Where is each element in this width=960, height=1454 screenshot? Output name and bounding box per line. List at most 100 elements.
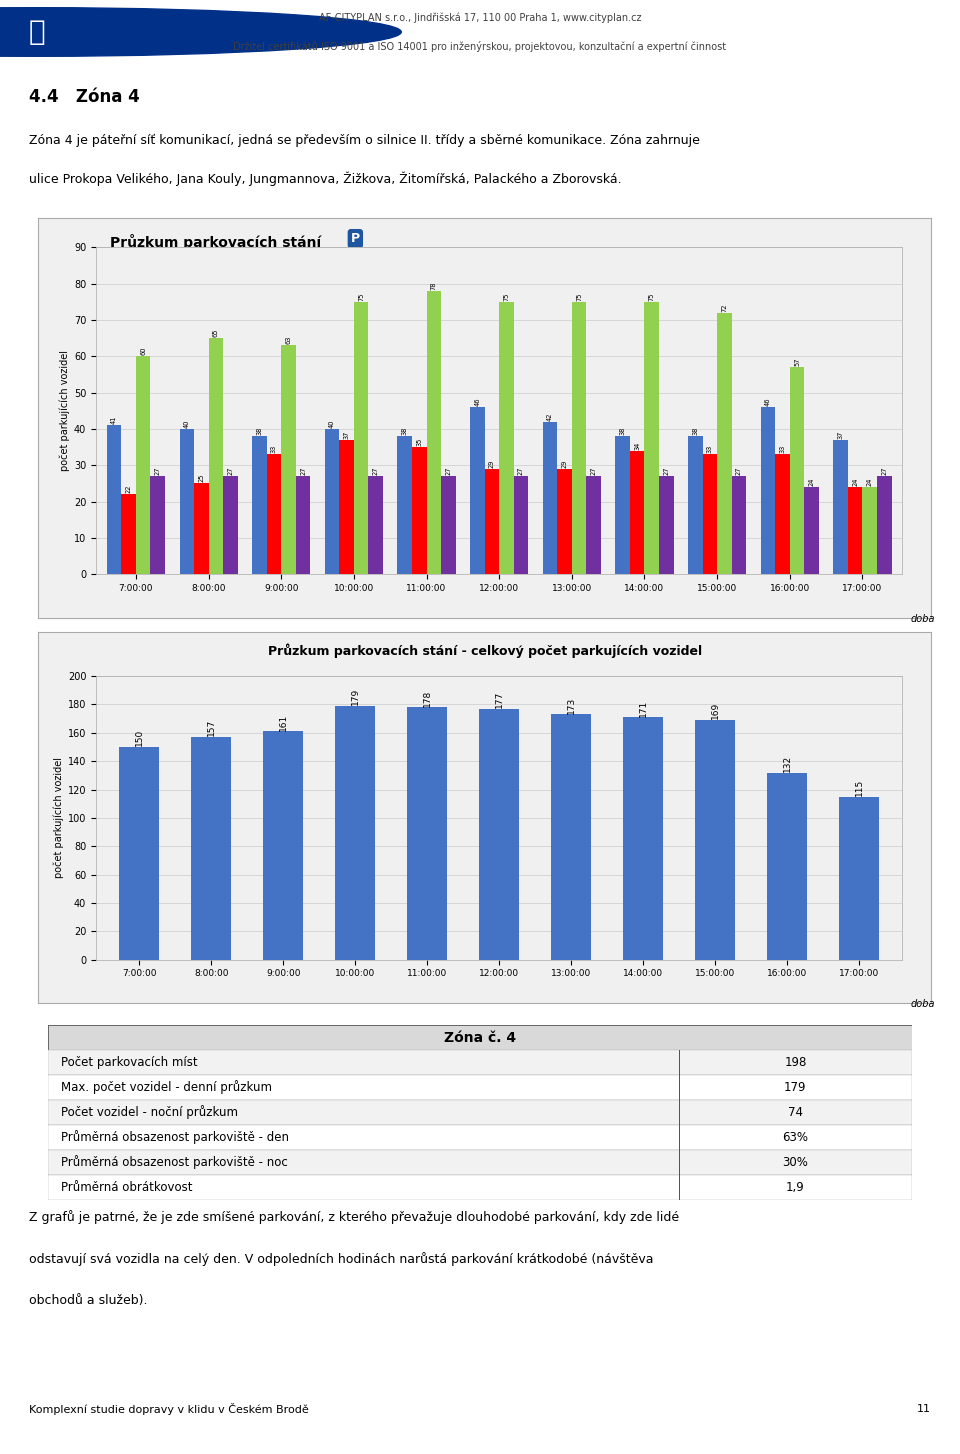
Bar: [281, 346, 296, 574]
Text: AF-CITYPLAN s.r.o., Jindřišská 17, 110 00 Praha 1, www.cityplan.cz: AF-CITYPLAN s.r.o., Jindřišská 17, 110 0…: [319, 13, 641, 23]
Bar: [485, 468, 499, 574]
Bar: [407, 707, 447, 960]
Text: 150: 150: [134, 728, 144, 746]
Text: 75: 75: [358, 292, 364, 301]
Bar: [223, 477, 238, 574]
Text: Průměrná obsazenost parkoviště - den: Průměrná obsazenost parkoviště - den: [61, 1130, 289, 1144]
Bar: [194, 483, 208, 574]
Bar: [335, 705, 375, 960]
Bar: [441, 477, 456, 574]
Bar: [180, 429, 194, 574]
Text: 60: 60: [140, 346, 146, 355]
Text: Ⓟ: Ⓟ: [28, 17, 45, 47]
Text: 46: 46: [765, 397, 771, 406]
Bar: [296, 477, 310, 574]
Legend: krátkodobé parkování (0-2 hod.), střednědobé parkování (2-6 hod.), dlouhodobé pa: krátkodobé parkování (0-2 hod.), středně…: [301, 631, 697, 662]
Text: 38: 38: [256, 426, 262, 435]
Text: 42: 42: [547, 411, 553, 420]
Bar: [208, 339, 223, 574]
Bar: [623, 717, 663, 960]
Bar: [717, 313, 732, 574]
Text: 27: 27: [518, 467, 524, 475]
Bar: [48, 1125, 912, 1150]
Text: doba: doba: [910, 999, 935, 1009]
Text: 27: 27: [663, 467, 669, 475]
Bar: [630, 451, 644, 574]
Text: 29: 29: [562, 459, 567, 468]
Text: 198: 198: [784, 1056, 806, 1069]
Bar: [191, 737, 231, 960]
Bar: [679, 1050, 681, 1075]
Bar: [107, 426, 121, 574]
Text: 1,9: 1,9: [786, 1181, 804, 1194]
Bar: [48, 1099, 912, 1125]
Text: 40: 40: [183, 419, 190, 427]
Text: Držitel certifikátů ISO 9001 a ISO 14001 pro inženýrskou, projektovou, konzultač: Držitel certifikátů ISO 9001 a ISO 14001…: [233, 41, 727, 51]
Text: 24: 24: [852, 477, 858, 486]
Text: 27: 27: [590, 467, 597, 475]
Bar: [776, 454, 790, 574]
Text: 27: 27: [736, 467, 742, 475]
Text: 24: 24: [867, 477, 873, 486]
Text: 27: 27: [155, 467, 160, 475]
Bar: [426, 291, 441, 574]
Text: 27: 27: [372, 467, 378, 475]
Text: 63%: 63%: [782, 1131, 808, 1144]
Bar: [767, 772, 807, 960]
Text: 65: 65: [213, 329, 219, 337]
Bar: [862, 487, 877, 574]
Text: 75: 75: [649, 292, 655, 301]
Text: 34: 34: [635, 441, 640, 449]
Bar: [479, 708, 519, 960]
Bar: [151, 477, 165, 574]
Bar: [760, 407, 776, 574]
Y-axis label: počet parkujících vozidel: počet parkujících vozidel: [53, 758, 63, 878]
Text: 169: 169: [710, 702, 720, 720]
Bar: [848, 487, 862, 574]
Bar: [340, 439, 354, 574]
Bar: [324, 429, 340, 574]
Text: 27: 27: [445, 467, 451, 475]
Bar: [804, 487, 819, 574]
Bar: [679, 1075, 681, 1099]
Bar: [354, 301, 369, 574]
Bar: [48, 1025, 912, 1050]
Text: 22: 22: [126, 484, 132, 493]
Text: 38: 38: [620, 426, 626, 435]
Bar: [659, 477, 674, 574]
Bar: [688, 436, 703, 574]
Text: 40: 40: [329, 419, 335, 427]
Text: 115: 115: [854, 779, 864, 795]
Bar: [48, 1175, 912, 1200]
Text: doba: doba: [910, 614, 935, 624]
Text: Průzkum parkovacích stání: Průzkum parkovacích stání: [109, 234, 321, 250]
Bar: [121, 494, 136, 574]
Text: Průzkum parkovacích stání - celkový počet parkujících vozidel: Průzkum parkovacích stání - celkový poče…: [268, 644, 702, 659]
Bar: [252, 436, 267, 574]
Text: 11: 11: [917, 1405, 931, 1413]
Text: 37: 37: [838, 430, 844, 439]
Text: 179: 179: [350, 688, 360, 705]
Text: Průměrná obrátkovost: Průměrná obrátkovost: [61, 1181, 192, 1194]
Text: 33: 33: [780, 445, 785, 454]
Text: 57: 57: [794, 358, 800, 366]
Text: Komplexní studie dopravy v klidu v Českém Brodě: Komplexní studie dopravy v klidu v České…: [29, 1403, 308, 1415]
Text: 75: 75: [503, 292, 510, 301]
Text: 4.4   Zóna 4: 4.4 Zóna 4: [29, 89, 139, 106]
Text: 30%: 30%: [782, 1156, 808, 1169]
Bar: [572, 301, 587, 574]
Text: 41: 41: [111, 416, 117, 425]
Text: 27: 27: [228, 467, 233, 475]
Circle shape: [0, 7, 401, 57]
Text: obchodů a služeb).: obchodů a služeb).: [29, 1294, 147, 1307]
Text: Max. počet vozidel - denní průzkum: Max. počet vozidel - denní průzkum: [61, 1080, 272, 1095]
Text: 173: 173: [566, 696, 576, 714]
Text: 78: 78: [431, 281, 437, 289]
Text: 157: 157: [206, 720, 216, 736]
Bar: [679, 1050, 681, 1200]
Bar: [514, 477, 528, 574]
Text: 33: 33: [271, 445, 277, 454]
Bar: [679, 1150, 681, 1175]
Text: Počet parkovacích míst: Počet parkovacích míst: [61, 1056, 198, 1069]
Bar: [542, 422, 558, 574]
